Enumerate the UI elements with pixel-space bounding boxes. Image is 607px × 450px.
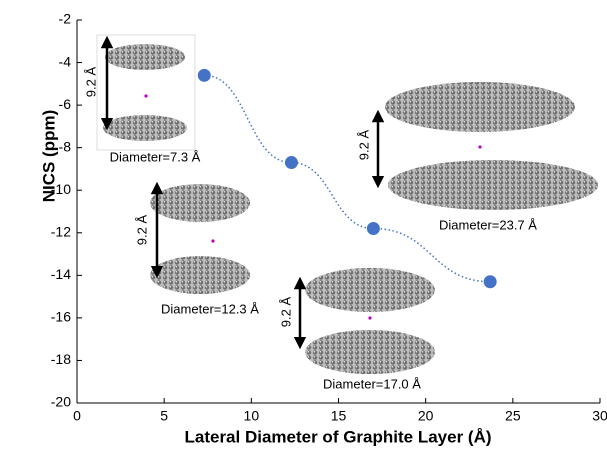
y-tick-label: -18 [51, 351, 71, 367]
y-tick-label: -12 [51, 223, 71, 239]
annotation: 9.2 Å [278, 296, 293, 327]
y-tick-label: -16 [51, 309, 71, 325]
annotation: Diameter=23.7 Å [439, 217, 537, 232]
x-tick-label: 30 [592, 408, 607, 424]
point [484, 275, 497, 288]
y-tick-label: -20 [51, 394, 71, 410]
annotation: 9.2 Å [83, 66, 98, 97]
y-tick-label: -2 [59, 11, 72, 27]
y-tick-label: -8 [59, 138, 72, 154]
point [367, 222, 380, 235]
x-tick-label: 10 [244, 408, 260, 424]
y-tick-label: -10 [51, 181, 71, 197]
annotation: Diameter=17.0 Å [323, 376, 421, 391]
annotation: 9.2 Å [356, 129, 371, 160]
x-tick-label: 25 [505, 408, 521, 424]
y-tick-label: -4 [59, 53, 72, 69]
chart: NICS (ppm) Lateral Diameter of Graphite … [0, 0, 607, 450]
x-tick-label: 20 [418, 408, 434, 424]
y-tick-label: -14 [51, 266, 71, 282]
annotation: 9.2 Å [134, 214, 149, 245]
x-tick-label: 0 [73, 408, 81, 424]
annotation: Diameter=12.3 Å [161, 301, 259, 316]
x-tick-label: 15 [331, 408, 347, 424]
point [285, 156, 298, 169]
point [198, 69, 211, 82]
x-axis-title: Lateral Diameter of Graphite Layer (Å) [184, 427, 491, 446]
molecule-images [97, 35, 598, 374]
y-tick-label: -6 [59, 96, 72, 112]
annotation: Diameter=7.3 Å [110, 149, 201, 164]
x-tick-label: 5 [160, 408, 168, 424]
